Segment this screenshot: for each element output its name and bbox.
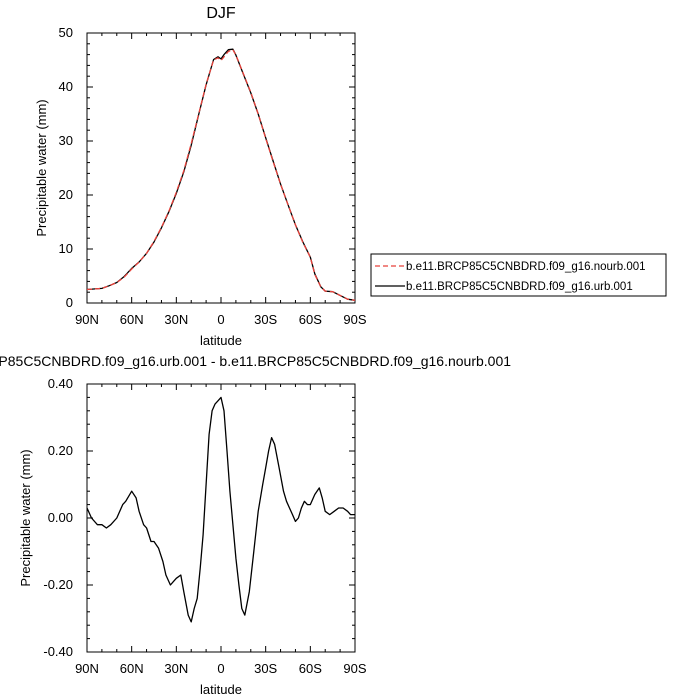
legend-box xyxy=(370,253,667,297)
x-tick-label: 90S xyxy=(343,312,366,327)
chart-title: b.e11.BRCP85C5CNBDRD.f09_g16.urb.001 - b… xyxy=(0,353,511,369)
y-tick-label: 40 xyxy=(59,79,73,94)
y-tick-label: 30 xyxy=(59,133,73,148)
x-tick-label: 0 xyxy=(217,661,224,676)
x-tick-label: 30S xyxy=(254,312,277,327)
y-tick-label: 0.00 xyxy=(48,510,73,525)
y-tick-label: 0.20 xyxy=(48,443,73,458)
x-tick-label: 60N xyxy=(120,661,144,676)
plot-frame xyxy=(86,32,356,304)
x-tick-label: 60N xyxy=(120,312,144,327)
series-line-0 xyxy=(86,49,356,301)
x-axis-label: latitude xyxy=(200,682,242,697)
y-tick-label: 0 xyxy=(66,295,73,310)
x-tick-label: 90S xyxy=(343,661,366,676)
top-panel: DJF 90N 60N 30N 0 30S 60S 90S 0 10 20 30 40 50 latitud… xyxy=(34,5,667,348)
x-tick-label: 30N xyxy=(164,312,188,327)
y-tick-label: 0.40 xyxy=(48,376,73,391)
legend-label-1: b.e11.BRCP85C5CNBDRD.f09_g16.urb.001 xyxy=(406,281,633,293)
x-tick-label: 30N xyxy=(164,661,188,676)
y-axis-label: Precipitable water (mm) xyxy=(34,99,49,236)
y-tick-label: 50 xyxy=(59,25,73,40)
y-tick-label: 20 xyxy=(59,187,73,202)
x-tick-label: 60S xyxy=(299,661,322,676)
series-line-0 xyxy=(86,396,355,623)
x-tick-label: 60S xyxy=(299,312,322,327)
y-tick-label: -0.20 xyxy=(43,577,73,592)
legend-label-0: b.e11.BRCP85C5CNBDRD.f09_g16.nourb.001 xyxy=(406,261,646,273)
x-tick-label: 90N xyxy=(75,661,99,676)
chart-title: DJF xyxy=(206,5,236,22)
x-tick-label: 90N xyxy=(75,312,99,327)
x-tick-label: 0 xyxy=(217,312,224,327)
plot-frame xyxy=(86,383,356,653)
y-tick-label: -0.40 xyxy=(43,644,73,659)
y-tick-label: 10 xyxy=(59,241,73,256)
x-axis-label: latitude xyxy=(200,333,242,348)
bottom-panel: b.e11.BRCP85C5CNBDRD.f09_g16.urb.001 - b… xyxy=(0,353,511,697)
x-tick-label: 30S xyxy=(254,661,277,676)
y-axis-label: Precipitable water (mm) xyxy=(18,449,33,586)
series-line-1 xyxy=(86,48,356,301)
